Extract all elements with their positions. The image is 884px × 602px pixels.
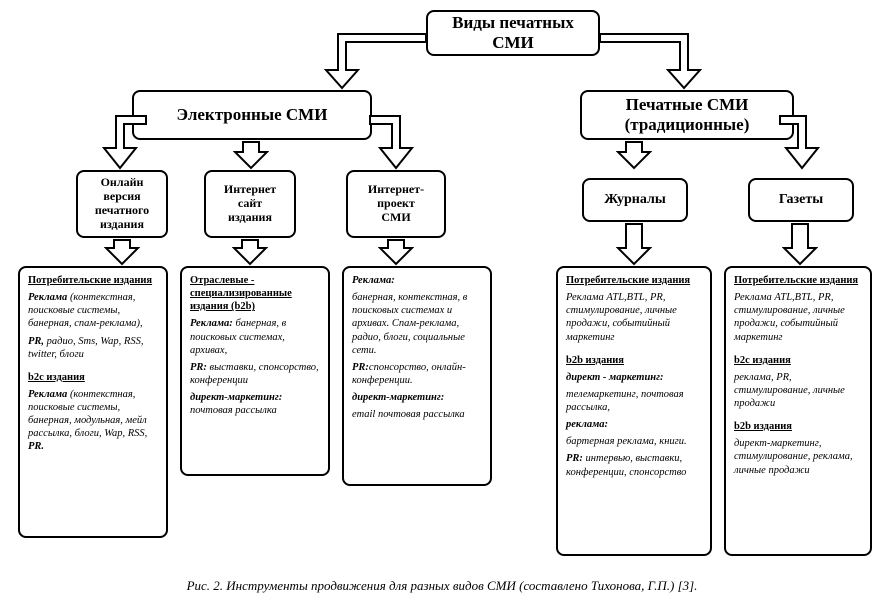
print-l1: Печатные СМИ: [626, 95, 749, 115]
d5-h1: Потребительские издания: [734, 275, 858, 286]
d5-h3: b2b издания: [734, 421, 792, 432]
d3-t3: email почтовая рассылка: [352, 409, 465, 420]
d2-s2: PR:: [190, 362, 207, 373]
node-root: Виды печатных СМИ: [426, 10, 600, 56]
c4-l1: Журналы: [604, 192, 666, 208]
node-detail-2: Отраслевые - специализированные издания …: [180, 266, 330, 476]
d1-s2: PR,: [28, 336, 44, 347]
node-c5: Газеты: [748, 178, 854, 222]
d5-t3: директ-маркетинг, стимулирование, реклам…: [734, 438, 853, 475]
c1-l4: издания: [100, 218, 144, 232]
d2-h1: Отраслевые - специализированные издания …: [190, 275, 292, 312]
c5-l1: Газеты: [779, 192, 823, 208]
node-print: Печатные СМИ (традиционные): [580, 90, 794, 140]
root-l1: Виды печатных СМИ: [434, 13, 592, 52]
elec-label: Электронные СМИ: [177, 105, 328, 125]
c2-l1: Интернет: [224, 183, 276, 197]
d1-s1: Реклама: [28, 292, 67, 303]
print-l2: (традиционные): [625, 115, 750, 135]
d4-h1: Потребительские издания: [566, 275, 690, 286]
arrow-elec-c3: [368, 114, 418, 170]
d4-s1: директ - маркетинг:: [566, 372, 664, 383]
arrow-elec-c2: [233, 140, 269, 170]
arrow-c1-d1: [104, 238, 140, 266]
d4-t3: бартерная реклама, книги.: [566, 436, 687, 447]
d1-h1: Потребительские издания: [28, 275, 152, 286]
d5-t2: реклама, PR, стимулирование, личные прод…: [734, 372, 845, 409]
d4-t1: Реклама ATL,BTL, PR, стимулирование, лич…: [566, 292, 677, 342]
arrow-root-left: [308, 30, 428, 90]
figure-caption: Рис. 2. Инструменты продвижения для разн…: [8, 578, 876, 594]
d2-s1: Реклама:: [190, 318, 233, 329]
d1-h2: b2c издания: [28, 372, 85, 383]
arrow-c2-d2: [232, 238, 268, 266]
d1-s4: PR.: [28, 441, 44, 452]
arrow-print-c4: [616, 140, 652, 170]
d2-s3: директ-маркетинг:: [190, 392, 282, 403]
d2-t3: почтовая рассылка: [190, 405, 277, 416]
d4-t2: телемаркетинг, почтовая рассылка,: [566, 389, 684, 413]
node-c3: Интернет- проект СМИ: [346, 170, 446, 238]
arrow-c3-d3: [378, 238, 414, 266]
d3-s1: Реклама:: [352, 275, 395, 286]
c3-l1: Интернет-: [368, 183, 424, 197]
c1-l1: Онлайн: [101, 176, 144, 190]
node-electronic: Электронные СМИ: [132, 90, 372, 140]
c1-l3: печатного: [95, 204, 149, 218]
arrow-c4-d4: [616, 222, 652, 266]
c3-l3: СМИ: [381, 211, 410, 225]
d5-t1: Реклама ATL,BTL, PR, стимулирование, лич…: [734, 292, 845, 342]
c2-l3: издания: [228, 211, 272, 225]
d2-t2: выставки, спонсорство, конференции: [190, 362, 319, 386]
node-c2: Интернет сайт издания: [204, 170, 296, 238]
d4-s3: PR:: [566, 453, 583, 464]
node-detail-1: Потребительские издания Реклама (контекс…: [18, 266, 168, 538]
arrow-root-right: [598, 30, 718, 90]
node-detail-4: Потребительские издания Реклама ATL,BTL,…: [556, 266, 712, 556]
d3-s3: директ-маркетинг:: [352, 392, 444, 403]
c2-l2: сайт: [238, 197, 262, 211]
d1-t2: радио, Sms, Wap, RSS, twitter, блоги: [28, 336, 143, 360]
arrow-print-c5: [778, 114, 824, 170]
node-c4: Журналы: [582, 178, 688, 222]
d4-h2: b2b издания: [566, 355, 624, 366]
arrow-elec-c1: [98, 114, 148, 170]
d3-s2: PR:: [352, 362, 369, 373]
d3-t1: банерная, контекстная, в поисковых систе…: [352, 292, 467, 356]
d4-t4: интервью, выставки, конференции, спонсор…: [566, 453, 686, 477]
d5-h2: b2c издания: [734, 355, 791, 366]
d4-s2: реклама:: [566, 419, 608, 430]
d3-t2: спонсорство, онлайн-конференции.: [352, 362, 466, 386]
c1-l2: версия: [103, 190, 140, 204]
arrow-c5-d5: [782, 222, 818, 266]
d1-s3: Реклама: [28, 389, 67, 400]
node-detail-3: Реклама: банерная, контекстная, в поиско…: [342, 266, 492, 486]
node-c1: Онлайн версия печатного издания: [76, 170, 168, 238]
node-detail-5: Потребительские издания Реклама ATL,BTL,…: [724, 266, 872, 556]
c3-l2: проект: [377, 197, 415, 211]
diagram-root: Виды печатных СМИ Электронные СМИ Печатн…: [8, 8, 876, 594]
